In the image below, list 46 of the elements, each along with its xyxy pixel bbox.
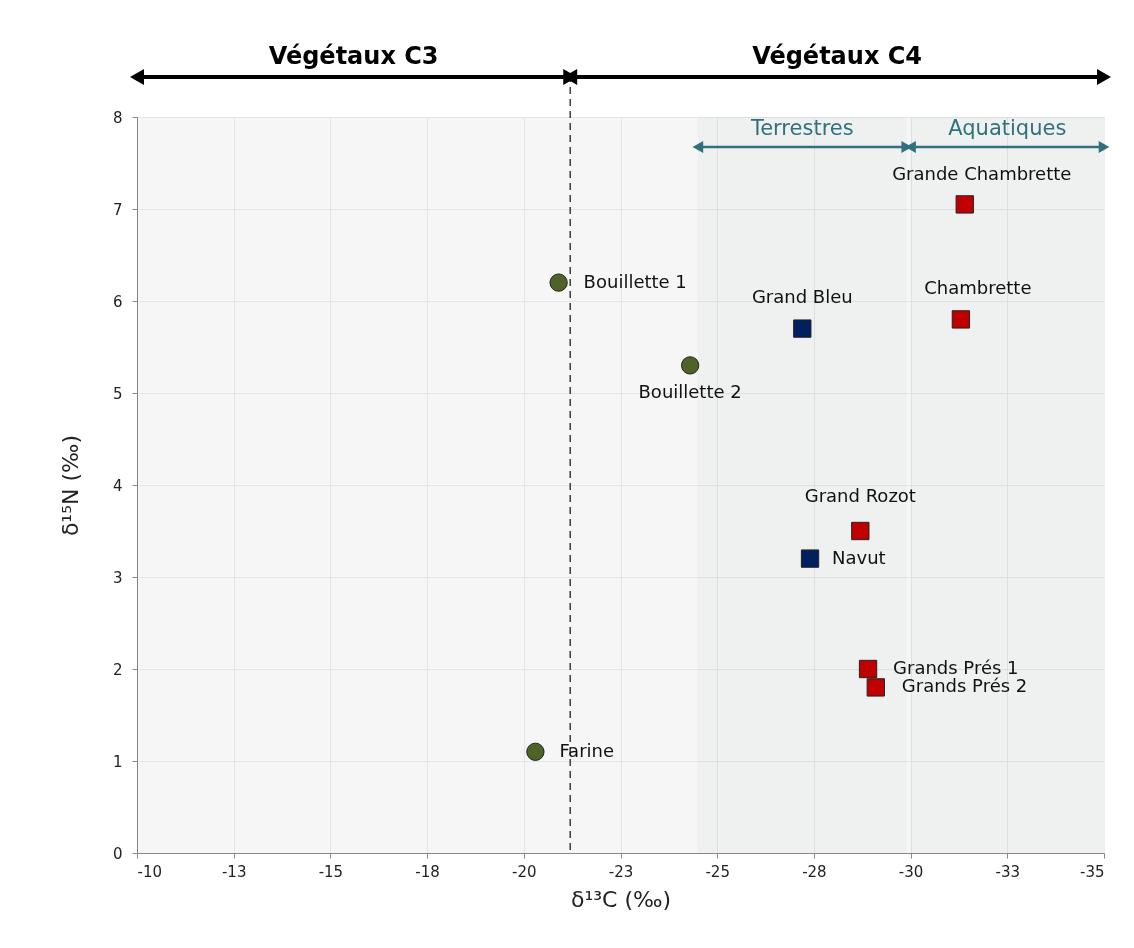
x-tick-label: -18 — [415, 862, 440, 881]
band-label: Aquatiques — [948, 116, 1067, 140]
band-label: Végétaux C3 — [268, 42, 439, 70]
y-tick-label: 2 — [112, 660, 123, 679]
point — [866, 678, 885, 697]
data-label: Grand Rozot — [804, 485, 916, 506]
band-label: Végétaux C4 — [752, 42, 923, 70]
y-axis-title: δ¹⁵N (‰) — [57, 434, 83, 537]
x-tick-label: -33 — [995, 862, 1021, 881]
y-tick-label: 6 — [112, 292, 123, 311]
point — [800, 549, 820, 568]
x-axis-title: δ¹³C (‰) — [570, 886, 672, 912]
band-label: Terrestres — [749, 116, 854, 140]
y-tick-label: 4 — [112, 476, 123, 495]
y-tick-label: 8 — [112, 108, 123, 127]
data-label: Bouillette 2 — [638, 381, 742, 403]
point — [858, 659, 878, 679]
point — [851, 521, 870, 541]
data-label: Grand Bleu — [751, 285, 853, 307]
data-label: Grands Prés 2 — [901, 675, 1028, 697]
y-tick-label: 7 — [112, 200, 123, 219]
x-tick-label: -28 — [802, 862, 827, 881]
y-tick-label: 3 — [112, 568, 123, 587]
x-tick-label: -23 — [608, 862, 634, 881]
point — [955, 195, 974, 214]
point — [526, 742, 545, 761]
point — [549, 273, 568, 292]
data-label: Navut — [832, 546, 886, 568]
data-label: Grande Chambrette — [892, 163, 1072, 185]
y-tick-label: 1 — [112, 752, 123, 771]
y-tick-label: 0 — [112, 844, 123, 863]
x-tick-label: -13 — [221, 862, 247, 881]
data-label: Grands Prés 1 — [893, 657, 1019, 678]
x-tick-label: -30 — [898, 862, 924, 881]
data-label: Farine — [559, 739, 615, 761]
x-tick-label: -20 — [512, 862, 537, 881]
x-tick-label: -25 — [705, 862, 730, 881]
y-tick-label: 5 — [112, 384, 123, 403]
x-tick-label: -10 — [137, 862, 162, 881]
x-tick-label: -15 — [318, 862, 344, 881]
x-tick-label: -35 — [1080, 862, 1105, 881]
data-label: Bouillette 1 — [583, 270, 687, 292]
point — [680, 356, 700, 375]
point — [793, 319, 812, 338]
point — [951, 310, 971, 329]
data-label: Chambrette — [924, 277, 1032, 299]
